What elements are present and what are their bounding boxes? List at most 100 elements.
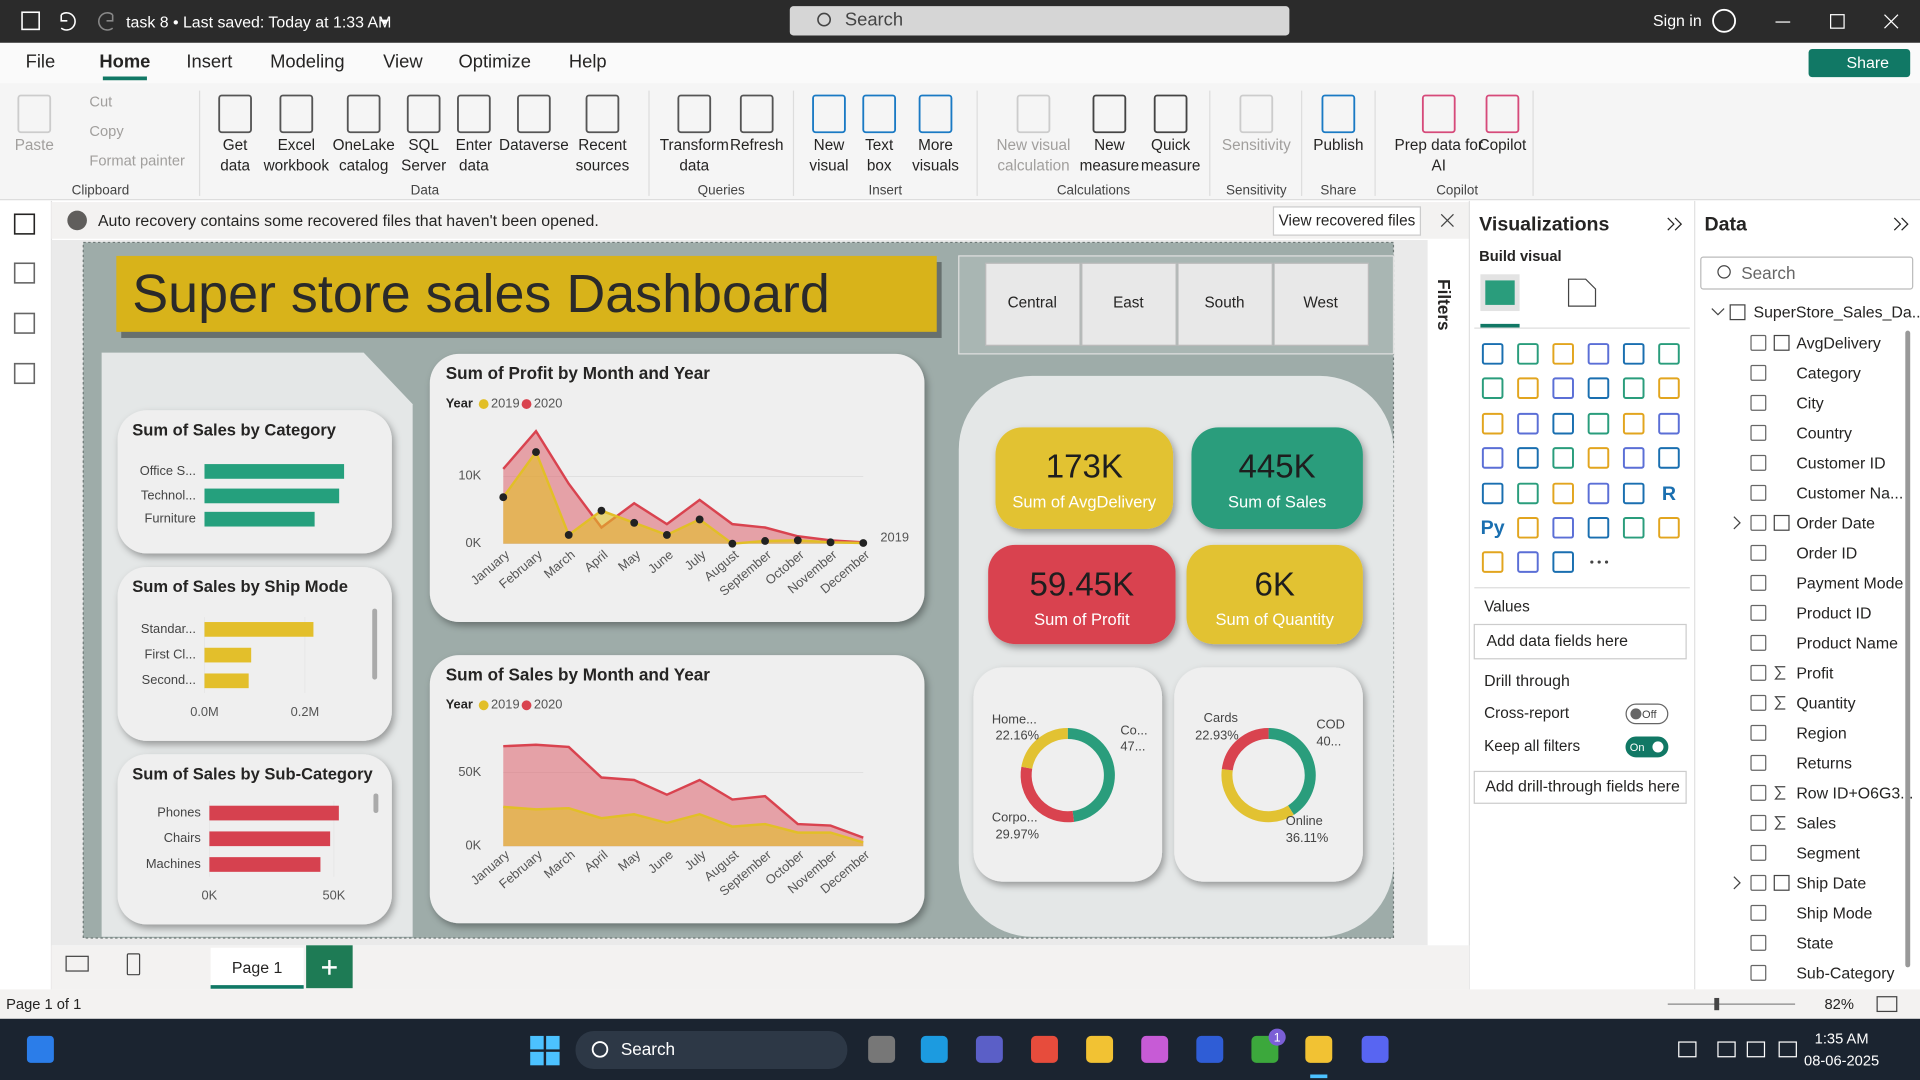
ribbon-icon[interactable] bbox=[739, 94, 774, 134]
search-box[interactable] bbox=[789, 6, 1290, 36]
ribbon-button-label[interactable]: New bbox=[814, 137, 846, 154]
taskbar-search-label[interactable]: Search bbox=[621, 1039, 675, 1059]
visual-icon[interactable] bbox=[1587, 412, 1610, 435]
field-name[interactable]: Row ID+O6G3... bbox=[1796, 785, 1913, 802]
ribbon-icon[interactable] bbox=[1485, 94, 1520, 134]
field-checkbox[interactable] bbox=[1750, 694, 1767, 711]
zoom-thumb[interactable] bbox=[1714, 997, 1720, 1011]
ribbon-button-label[interactable]: sources bbox=[576, 158, 630, 175]
field-checkbox[interactable] bbox=[1750, 604, 1767, 621]
visual-icon[interactable] bbox=[1622, 516, 1645, 539]
page-tab-label[interactable]: Page 1 bbox=[232, 960, 283, 977]
slicer-label[interactable]: South bbox=[1204, 295, 1244, 312]
visual-icon[interactable]: Py bbox=[1481, 517, 1505, 539]
taskbar-app[interactable] bbox=[1196, 1035, 1224, 1063]
field-name[interactable]: Payment Mode bbox=[1796, 575, 1903, 592]
field-name[interactable]: Sales bbox=[1796, 815, 1836, 832]
phone-icon[interactable] bbox=[126, 953, 141, 976]
ribbon-icon[interactable] bbox=[346, 94, 381, 134]
maximize[interactable] bbox=[1830, 14, 1845, 29]
field-name[interactable]: Product Name bbox=[1796, 635, 1898, 652]
menu-tab[interactable]: Insert bbox=[186, 50, 232, 71]
field-checkbox[interactable] bbox=[1750, 574, 1767, 591]
title-dropdown[interactable] bbox=[379, 19, 390, 25]
menu-tab[interactable]: Modeling bbox=[270, 50, 345, 71]
visual-icon[interactable] bbox=[1517, 447, 1539, 469]
save-icon[interactable] bbox=[21, 11, 40, 31]
taskbar-app[interactable] bbox=[1031, 1035, 1058, 1063]
ribbon-button-label[interactable]: data bbox=[679, 158, 709, 175]
tray-icon[interactable] bbox=[1717, 1041, 1736, 1058]
field-checkbox[interactable] bbox=[1750, 904, 1767, 921]
tray-icon[interactable] bbox=[1746, 1041, 1766, 1058]
field-name[interactable]: Category bbox=[1796, 365, 1861, 382]
expand-chevron[interactable] bbox=[1733, 876, 1741, 890]
field-checkbox[interactable] bbox=[1750, 334, 1767, 351]
field-checkbox[interactable] bbox=[1750, 964, 1767, 981]
menu-tab[interactable]: Optimize bbox=[458, 50, 530, 71]
taskbar-app[interactable] bbox=[1361, 1035, 1389, 1063]
menu-tab[interactable]: Home bbox=[99, 50, 150, 71]
visual-icon[interactable] bbox=[1552, 482, 1574, 505]
ribbon-button-label[interactable]: Prep data for bbox=[1395, 137, 1483, 154]
ribbon-icon[interactable] bbox=[406, 94, 441, 134]
visual-icon[interactable] bbox=[1658, 516, 1680, 539]
field-name[interactable]: Returns bbox=[1796, 755, 1852, 772]
field-checkbox[interactable] bbox=[1750, 634, 1767, 651]
ribbon-button-label[interactable]: Server bbox=[401, 158, 446, 175]
field-name[interactable]: Country bbox=[1796, 425, 1852, 442]
field-name[interactable]: AvgDelivery bbox=[1796, 335, 1881, 352]
field-name[interactable]: Profit bbox=[1796, 665, 1834, 682]
filters-label[interactable]: Filters bbox=[1434, 279, 1454, 330]
field-checkbox[interactable] bbox=[1750, 934, 1767, 951]
start-icon[interactable] bbox=[530, 1035, 544, 1050]
field-checkbox[interactable] bbox=[1750, 424, 1767, 441]
slicer-button[interactable] bbox=[1273, 262, 1369, 346]
visual-icon[interactable] bbox=[1587, 516, 1610, 539]
view-icon[interactable] bbox=[13, 362, 36, 385]
field-name[interactable]: Customer ID bbox=[1796, 455, 1885, 472]
ribbon-icon[interactable] bbox=[585, 94, 620, 134]
recover-button[interactable] bbox=[1272, 206, 1422, 236]
undo-icon[interactable] bbox=[60, 12, 76, 31]
share-button[interactable] bbox=[1808, 48, 1911, 78]
visual-icon[interactable] bbox=[1622, 412, 1645, 435]
ribbon-button-label[interactable]: New bbox=[1094, 137, 1126, 154]
ribbon-button-label[interactable]: visual bbox=[809, 158, 848, 175]
recover-label[interactable]: View recovered files bbox=[1279, 213, 1416, 230]
ribbon-button-label[interactable]: Excel bbox=[278, 137, 315, 154]
ribbon-button-label[interactable]: box bbox=[867, 158, 892, 175]
ribbon-button-label[interactable]: Enter bbox=[456, 137, 493, 154]
view-icon[interactable] bbox=[13, 213, 36, 235]
view-icon[interactable] bbox=[13, 262, 36, 284]
visual-icon[interactable] bbox=[1517, 343, 1539, 365]
visual-icon[interactable] bbox=[1481, 343, 1504, 365]
slicer-button[interactable] bbox=[1081, 262, 1177, 346]
slicer-label[interactable]: Central bbox=[1008, 295, 1057, 312]
ribbon-button-label[interactable]: AI bbox=[1432, 158, 1446, 175]
field-name[interactable]: Ship Mode bbox=[1796, 905, 1872, 922]
taskbar-search[interactable] bbox=[575, 1031, 848, 1069]
visual-icon[interactable] bbox=[1481, 447, 1504, 469]
collapse-icon[interactable] bbox=[1893, 217, 1909, 231]
taskbar-app[interactable] bbox=[1141, 1035, 1169, 1063]
fit-icon[interactable] bbox=[1876, 996, 1898, 1013]
ribbon-button-label[interactable]: Publish bbox=[1313, 137, 1363, 154]
taskbar-app[interactable] bbox=[1086, 1035, 1114, 1063]
ribbon-button-label[interactable]: measure bbox=[1080, 158, 1140, 175]
visual-icon[interactable] bbox=[1622, 482, 1645, 505]
field-name[interactable]: Segment bbox=[1796, 845, 1860, 862]
ribbon-button-label[interactable]: workbook bbox=[263, 158, 330, 175]
taskbar-app[interactable] bbox=[920, 1035, 948, 1063]
ribbon-button-label[interactable]: data bbox=[220, 158, 250, 175]
ribbon-icon[interactable] bbox=[457, 94, 491, 134]
expand-chevron[interactable] bbox=[1733, 516, 1741, 530]
visual-icon[interactable] bbox=[1622, 377, 1645, 399]
field-name[interactable]: Order ID bbox=[1796, 545, 1857, 562]
field-checkbox[interactable] bbox=[1750, 454, 1767, 471]
sign-in[interactable]: Sign in bbox=[1653, 13, 1702, 30]
visual-icon[interactable] bbox=[1587, 377, 1610, 399]
ribbon-button-label[interactable]: More bbox=[918, 137, 953, 154]
ribbon-button-label[interactable]: visuals bbox=[912, 158, 959, 175]
collapse-icon[interactable] bbox=[1667, 217, 1683, 231]
